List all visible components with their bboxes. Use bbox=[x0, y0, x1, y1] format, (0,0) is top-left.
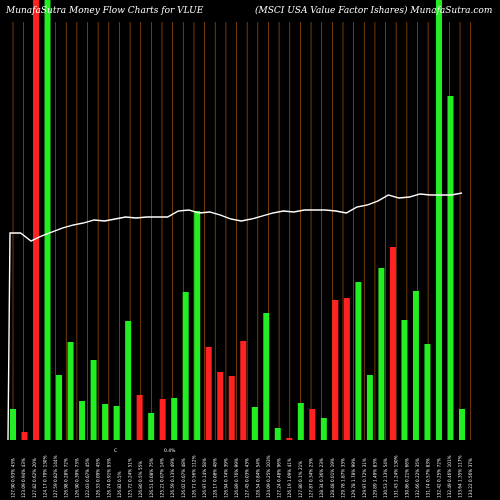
tick-label: 124.09 0.25% 103% bbox=[266, 455, 271, 498]
tick-label: 126.19 1.09% 41% bbox=[287, 458, 292, 498]
flow-bar bbox=[33, 0, 40, 440]
tick-label: 126.98 0.28% 72% bbox=[64, 458, 69, 498]
flow-bar bbox=[447, 96, 454, 440]
tick-label: 126.82 0.5% bbox=[117, 471, 122, 498]
price-line-path bbox=[7, 192, 463, 441]
flow-bar bbox=[217, 372, 224, 440]
tick-label: 126.94 0.74% 39% bbox=[223, 458, 228, 498]
flow-bar bbox=[148, 413, 155, 440]
flow-bar bbox=[90, 360, 97, 440]
tick-label: 127.59 0.82% 144% bbox=[53, 455, 58, 498]
flow-bar bbox=[297, 403, 304, 440]
tick-label: 128.48 0.01% 19% bbox=[330, 458, 335, 498]
tick-label: 126.80 0.5% 55% bbox=[138, 461, 143, 498]
flow-bar bbox=[366, 375, 373, 440]
chart-title-right: (MSCI USA Value Factor Ishares) MunafaSu… bbox=[255, 5, 492, 16]
tick-label: 127.80 0.1% 21% bbox=[298, 461, 303, 498]
tick-label: 132.49 0.46% 101% bbox=[447, 455, 452, 498]
annotation-pct: 0.4% bbox=[164, 448, 176, 454]
flow-bar bbox=[251, 407, 258, 440]
tick-label: 126.33 0.09% 45% bbox=[96, 458, 101, 498]
annotation-c: C bbox=[114, 448, 117, 454]
tick-label: 125.72 0.24% 51% bbox=[128, 458, 133, 498]
flow-bar bbox=[182, 292, 189, 440]
flow-bar bbox=[136, 395, 143, 440]
flow-bar bbox=[412, 291, 419, 440]
tick-label: 133.64 1.35% 117% bbox=[458, 455, 463, 498]
tick-label: 134.22 0.56% 37% bbox=[468, 458, 473, 498]
tick-label: 129.89 1.49% 83% bbox=[372, 458, 377, 498]
tick-label: 126.97 0.14% 58% bbox=[202, 458, 207, 498]
flow-bar bbox=[79, 401, 86, 440]
tick-label: 128.34 0.36% 23% bbox=[319, 458, 324, 498]
flow-bar bbox=[10, 409, 16, 440]
money-flow-bars bbox=[10, 0, 465, 440]
flow-bar bbox=[67, 342, 74, 440]
flow-bar bbox=[240, 341, 247, 440]
flow-bar bbox=[205, 347, 212, 440]
flow-bar bbox=[194, 211, 201, 440]
flow-bar bbox=[113, 406, 120, 440]
tick-label: 123.09 0.94% 43% bbox=[21, 458, 26, 498]
tick-label: 126.02 0.07% 48% bbox=[181, 458, 186, 498]
flow-bar bbox=[378, 268, 385, 440]
flow-bar bbox=[424, 344, 431, 440]
price-line bbox=[7, 192, 463, 441]
tick-label: 127.90 0.93% 43% bbox=[11, 458, 16, 498]
tick-label: 122.03 0.07% 45% bbox=[85, 458, 90, 498]
flow-bar bbox=[355, 282, 362, 440]
tick-label: 131.74 0.57% 83% bbox=[426, 458, 431, 498]
flow-bar bbox=[159, 399, 166, 440]
tick-label: 126.59 0.13% 49% bbox=[170, 458, 175, 498]
tick-label: 129.78 1.87% 33% bbox=[340, 458, 345, 498]
flow-bar bbox=[459, 409, 465, 440]
tick-label: 129.78 1.78% 99% bbox=[351, 458, 356, 498]
flow-bar bbox=[332, 300, 339, 440]
tick-label: 125.21 0.07% 14% bbox=[160, 458, 165, 498]
tick-label: 131.43 1.24% 130% bbox=[394, 455, 399, 498]
tick-label: 126.89 0.76% 99% bbox=[234, 458, 239, 498]
tick-label: 126.71 0.56% 112% bbox=[191, 455, 196, 498]
tick-label: 127.82 0.62% 20% bbox=[32, 458, 37, 498]
flow-bar bbox=[56, 375, 63, 440]
flow-bar bbox=[263, 313, 270, 440]
tick-label: 127.24 0.48% 96% bbox=[277, 458, 282, 498]
tick-label: 132.66 0.22% 35% bbox=[415, 458, 420, 498]
tick-label: 126.51 0.08% 75% bbox=[149, 458, 154, 498]
flow-bar bbox=[171, 398, 178, 440]
flow-bar bbox=[274, 428, 281, 440]
flow-bar bbox=[102, 404, 109, 440]
tick-label: 130.53 2.13% 54% bbox=[383, 458, 388, 498]
flow-bar bbox=[343, 298, 350, 440]
flow-bar bbox=[228, 376, 235, 440]
tick-label: 132.42 0.25% 72% bbox=[436, 458, 441, 498]
flow-bar bbox=[21, 432, 28, 440]
tick-label: 130.86 0.21% 66% bbox=[404, 458, 409, 498]
tick-label: 127.87 0.34% 23% bbox=[309, 458, 314, 498]
tick-label: 129.97 0.72% 31% bbox=[362, 458, 367, 498]
tick-label: 128.17 0.08% 48% bbox=[213, 458, 218, 498]
tick-label: 124.17 0.79% 130% bbox=[42, 455, 47, 498]
flow-bar bbox=[309, 409, 316, 440]
tick-label: 126.74 0.91% 93% bbox=[106, 458, 111, 498]
flow-bar bbox=[389, 247, 396, 440]
flow-bar bbox=[435, 0, 442, 440]
tick-label: 128.54 0.84% 54% bbox=[255, 458, 260, 498]
flow-bar bbox=[44, 0, 51, 440]
tick-label: 126.90 0.39% 73% bbox=[74, 458, 79, 498]
flow-bar bbox=[286, 438, 293, 440]
flow-bar bbox=[320, 418, 327, 440]
x-axis-tick-labels: 127.90 0.93% 43% 123.09 0.94% 43% 127.82 0… bbox=[11, 455, 474, 498]
flow-bar bbox=[125, 321, 132, 440]
tick-label: 127.45 0.03% 43% bbox=[245, 458, 250, 498]
flow-bar bbox=[401, 320, 408, 440]
chart-title-left: MunafaSutra Money Flow Charts for VLUE bbox=[5, 6, 204, 16]
